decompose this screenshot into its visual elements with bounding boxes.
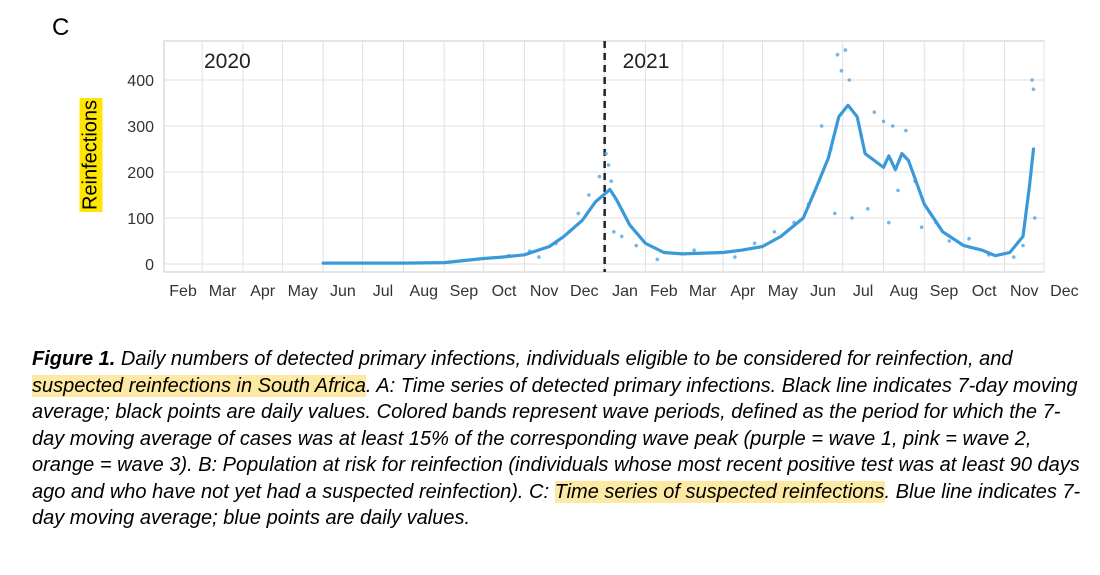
daily-point bbox=[850, 216, 854, 220]
y-tick-label: 300 bbox=[127, 119, 154, 136]
daily-point bbox=[1021, 243, 1025, 248]
daily-point bbox=[881, 119, 886, 124]
reinfections-chart: 0 100 200 300 400 Feb Mar Apr May Jun Jul Aug Sep Oc… bbox=[127, 40, 1079, 300]
x-tick-label: Feb bbox=[169, 283, 197, 300]
caption-highlight-1: suspected reinfections in South Africa bbox=[32, 374, 366, 397]
x-tick-label: Dec bbox=[570, 283, 598, 300]
caption-highlight-2: Time series of suspected reinfections bbox=[554, 480, 885, 503]
daily-point bbox=[597, 174, 602, 179]
year-label-2021: 2021 bbox=[623, 50, 670, 73]
daily-point bbox=[609, 179, 614, 183]
moving-average bbox=[321, 103, 1036, 265]
x-tick-label: May bbox=[288, 283, 318, 300]
daily-point bbox=[606, 163, 611, 167]
daily-point bbox=[604, 151, 608, 156]
daily-point bbox=[833, 211, 837, 216]
daily-point bbox=[886, 220, 891, 225]
daily-point bbox=[752, 241, 757, 246]
x-tick-label: Aug bbox=[890, 283, 918, 300]
daily-point bbox=[865, 207, 870, 211]
daily-point bbox=[1030, 78, 1034, 82]
y-tick-label: 200 bbox=[127, 165, 154, 182]
figure-caption: Figure 1. Daily numbers of detected prim… bbox=[32, 346, 1082, 532]
panel-label: C bbox=[52, 14, 70, 41]
daily-point bbox=[904, 128, 908, 133]
x-tick-label: Jun bbox=[330, 283, 356, 300]
caption-lead: Figure 1. bbox=[32, 348, 116, 370]
x-tick-label: Jan bbox=[612, 283, 638, 300]
x-tick-label: Jul bbox=[853, 283, 873, 300]
daily-point bbox=[655, 257, 660, 262]
daily-point bbox=[847, 78, 852, 82]
year-labels: 2020 2021 bbox=[204, 50, 669, 73]
x-tick-label: Jul bbox=[373, 283, 393, 300]
daily-point bbox=[634, 243, 639, 248]
daily-point bbox=[1011, 255, 1016, 259]
daily-point bbox=[835, 52, 840, 57]
daily-point bbox=[576, 211, 581, 216]
daily-point bbox=[819, 124, 824, 128]
x-tick-label: Oct bbox=[972, 283, 997, 300]
daily-point bbox=[839, 69, 844, 73]
daily-point bbox=[947, 239, 952, 243]
daily-point bbox=[587, 193, 591, 197]
x-tick-labels: Feb Mar Apr May Jun Jul Aug Sep Oct Nov Dec Jan Feb M… bbox=[169, 283, 1078, 300]
x-tick-label: Feb bbox=[650, 283, 678, 300]
caption-text-1: Daily numbers of detected primary infect… bbox=[115, 348, 1013, 370]
x-tick-label: Nov bbox=[530, 283, 558, 300]
x-tick-label: Mar bbox=[209, 283, 237, 300]
daily-point bbox=[772, 230, 777, 234]
moving-average-line bbox=[321, 103, 1036, 265]
year-label-2020: 2020 bbox=[204, 50, 251, 73]
x-tick-label: Apr bbox=[250, 283, 276, 300]
daily-point bbox=[619, 234, 624, 239]
y-tick-labels: 0 100 200 300 400 bbox=[127, 73, 154, 274]
x-tick-label: Aug bbox=[410, 283, 438, 300]
daily-point bbox=[890, 124, 895, 128]
daily-point bbox=[1032, 216, 1037, 220]
daily-point bbox=[872, 110, 877, 114]
x-tick-label: Oct bbox=[492, 283, 517, 300]
daily-point bbox=[1031, 87, 1036, 91]
x-tick-label: Apr bbox=[730, 283, 756, 300]
caption-text-2: . A: Time series of detected primary inf… bbox=[32, 374, 1080, 503]
daily-point bbox=[967, 236, 971, 241]
x-tick-label: Sep bbox=[450, 283, 479, 300]
daily-point bbox=[612, 230, 616, 234]
x-tick-label: Sep bbox=[930, 283, 959, 300]
x-tick-label: Mar bbox=[689, 283, 717, 300]
caption-text-3: . Blue line indicates 7-day moving avera… bbox=[32, 480, 1081, 530]
x-tick-label: Jun bbox=[810, 283, 836, 300]
daily-point bbox=[919, 225, 924, 229]
daily-point bbox=[537, 255, 541, 259]
daily-point bbox=[896, 188, 900, 193]
daily-point bbox=[692, 248, 696, 252]
y-tick-label: 400 bbox=[127, 73, 154, 90]
daily-point bbox=[843, 48, 848, 52]
x-tick-label: May bbox=[768, 283, 798, 300]
daily-point bbox=[733, 255, 737, 259]
x-tick-label: Nov bbox=[1010, 283, 1038, 300]
x-tick-label: Dec bbox=[1050, 283, 1078, 300]
y-tick-label: 0 bbox=[145, 257, 154, 274]
y-tick-label: 100 bbox=[127, 211, 154, 228]
